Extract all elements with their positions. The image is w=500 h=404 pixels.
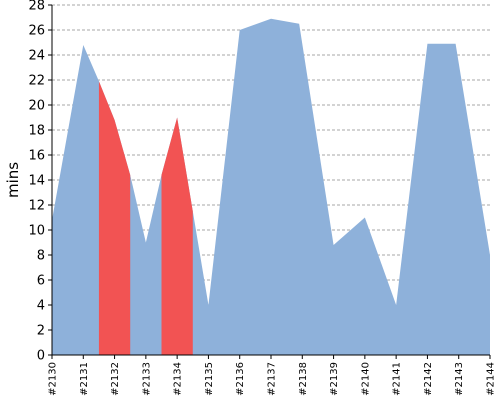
y-tick-label: 26 bbox=[28, 24, 45, 39]
x-tick-label: #2141 bbox=[392, 362, 403, 396]
y-tick-label: 24 bbox=[28, 49, 45, 64]
y-axis-label: mins bbox=[4, 162, 22, 198]
x-tick-label: #2136 bbox=[235, 362, 246, 396]
x-tick-label: #2137 bbox=[267, 362, 278, 396]
highlight-areas bbox=[98, 81, 193, 355]
y-tick-label: 16 bbox=[28, 149, 45, 164]
x-tick-label: #2135 bbox=[204, 362, 215, 396]
x-tick-label: #2130 bbox=[48, 362, 59, 396]
y-tick-label: 2 bbox=[37, 324, 45, 339]
x-tick-labels: #2130 #2131 #2132 #2133 #2134 #2135 #2136 #2137… bbox=[48, 362, 497, 396]
y-tick-label: 0 bbox=[37, 349, 45, 364]
x-tick-label: #2132 bbox=[110, 362, 121, 396]
x-tick-label: #2131 bbox=[79, 362, 90, 396]
y-tick-label: 4 bbox=[37, 299, 45, 314]
highlight-area bbox=[98, 81, 131, 355]
x-tick-label: #2144 bbox=[486, 362, 497, 396]
y-tick-label: 10 bbox=[28, 224, 45, 239]
x-tick-label: #2140 bbox=[360, 362, 371, 396]
y-tick-label: 28 bbox=[28, 0, 45, 14]
y-tick-label: 20 bbox=[28, 99, 45, 114]
y-tick-label: 12 bbox=[28, 199, 45, 214]
y-tick-label: 8 bbox=[37, 249, 45, 264]
y-tick-label: 6 bbox=[37, 274, 45, 289]
y-tick-label: 14 bbox=[28, 174, 45, 189]
x-tick-label: #2143 bbox=[454, 362, 465, 396]
highlight-area bbox=[161, 117, 193, 355]
x-tick-label: #2139 bbox=[329, 362, 340, 396]
x-tick-label: #2134 bbox=[173, 362, 184, 396]
y-tick-label: 22 bbox=[28, 74, 45, 89]
axes bbox=[48, 4, 491, 359]
x-tick-label: #2138 bbox=[298, 362, 309, 396]
x-tick-label: #2142 bbox=[423, 362, 434, 396]
y-tick-label: 18 bbox=[28, 124, 45, 139]
x-tick-label: #2133 bbox=[141, 362, 152, 396]
